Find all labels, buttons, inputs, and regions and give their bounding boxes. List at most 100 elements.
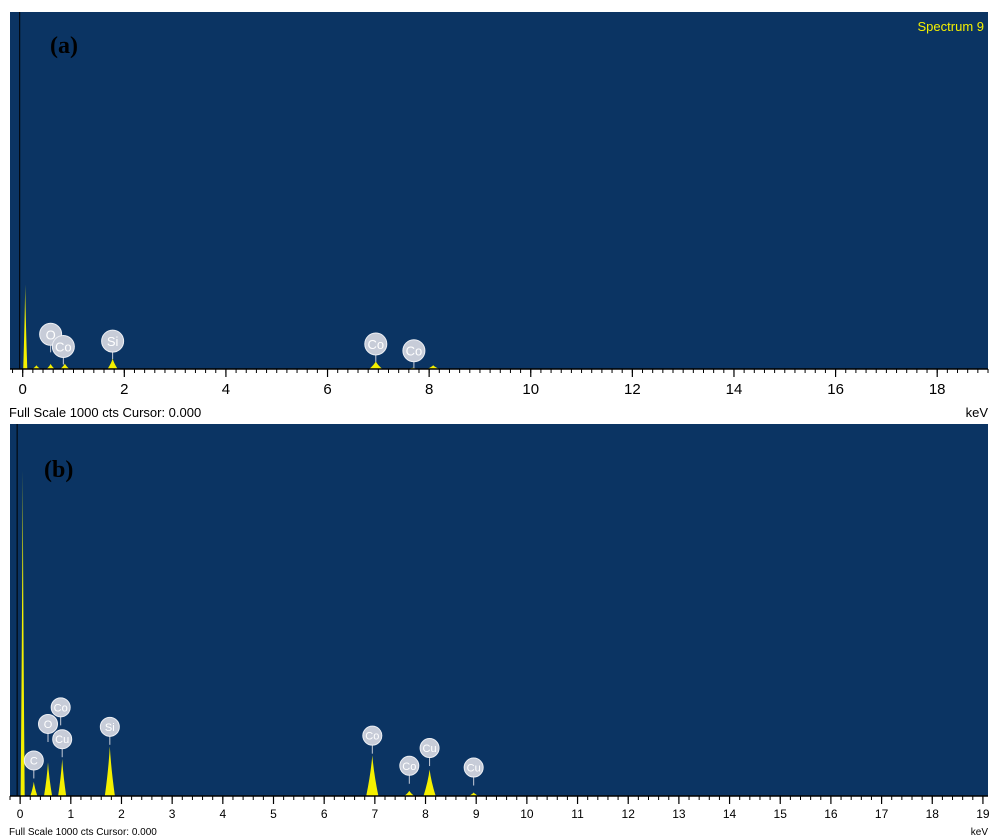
element-label: Co (362, 725, 383, 754)
element-label-badge (419, 738, 440, 759)
element-label-text: Co (402, 761, 416, 773)
element-label: Si (101, 329, 125, 360)
element-label-badge (51, 334, 75, 358)
x-tick-label: 19 (976, 807, 990, 821)
x-tick-label: 15 (774, 807, 788, 821)
element-label-text: Co (406, 344, 423, 359)
element-label-badge (101, 329, 125, 353)
element-label-text: Cu (467, 763, 481, 775)
x-tick-label: 11 (571, 807, 584, 821)
element-label: Co (51, 334, 75, 365)
x-tick-label: 8 (422, 807, 429, 821)
spectrum-peak (427, 365, 440, 369)
element-label-text: Si (105, 722, 115, 734)
x-tick-label: 10 (520, 807, 534, 821)
element-label-badge (52, 729, 73, 750)
element-label-badge (362, 725, 383, 746)
spectrum-peak (46, 363, 55, 369)
spectrum-peak (107, 358, 118, 369)
element-label-badge (399, 755, 420, 776)
plot-area-b (10, 424, 988, 796)
unit-label-b: keV (971, 827, 989, 838)
x-tick-label: 12 (622, 807, 636, 821)
spectrum-name-label: Spectrum 9 (918, 19, 984, 34)
x-tick-label: 0 (19, 381, 27, 398)
spectrum-peak (30, 781, 38, 796)
element-label: Co (402, 339, 426, 369)
x-tick-label: 18 (929, 381, 946, 398)
element-label-badge (50, 697, 71, 718)
element-label: Cu (463, 757, 484, 786)
x-tick-label: 4 (219, 807, 226, 821)
element-label: Co (399, 755, 420, 784)
spectrum-peak (32, 365, 41, 369)
element-label-badge (38, 713, 59, 734)
x-tick-label: 5 (270, 807, 277, 821)
element-label-badge (99, 716, 120, 737)
spectrum-peak (404, 790, 415, 796)
spectrum-peak (423, 769, 436, 796)
element-label-text: Cu (55, 734, 69, 746)
x-axis-a: 0 2 4 6 8 10 12 14 16 18 (10, 368, 989, 398)
x-tick-label: 13 (672, 807, 686, 821)
element-label: Cu (419, 738, 440, 767)
x-tick-label: 17 (875, 807, 889, 821)
x-tick-label: 8 (425, 381, 433, 398)
spectrum-peak (366, 755, 379, 796)
element-label-text: O (44, 719, 53, 731)
x-tick-label: 16 (824, 807, 838, 821)
x-tick-label: 14 (723, 807, 737, 821)
peak-group-b (16, 424, 479, 796)
element-label-badge (23, 750, 44, 771)
x-tick-label: 14 (726, 381, 743, 398)
element-label: Co (364, 332, 388, 362)
unit-label-a: keV (966, 405, 989, 420)
x-tick-label: 3 (169, 807, 176, 821)
x-tick-label: 4 (222, 381, 230, 398)
x-tick-label: 2 (118, 807, 125, 821)
x-tick-label: 1 (67, 807, 74, 821)
element-label: O (38, 713, 59, 742)
element-label-group-a: OCo Si Co Co (39, 322, 426, 369)
x-tick-label: 18 (926, 807, 940, 821)
plot-area-a (10, 12, 988, 369)
footer-text-a: Full Scale 1000 cts Cursor: 0.000 (9, 405, 201, 420)
element-label-text: C (30, 755, 38, 767)
x-tick-label: 9 (473, 807, 480, 821)
element-label: Co (50, 697, 71, 726)
x-tick-label: 6 (323, 381, 331, 398)
spectrum-peak (58, 758, 67, 796)
x-tick-label: 6 (321, 807, 328, 821)
element-label-text: Co (365, 731, 379, 743)
x-axis-b: 0 1 2 3 4 5 6 7 8 9 10 11 12 13 14 15 16 17 18 19 (9, 795, 990, 821)
element-label-text: Cu (423, 743, 437, 755)
peak-group-a (19, 12, 440, 369)
element-label: Si (99, 716, 120, 745)
element-label: C (23, 750, 44, 779)
spectrum-peak (23, 284, 28, 369)
x-tick-label: 12 (624, 381, 641, 398)
element-label-badge (402, 339, 426, 363)
spectrum-peak (369, 361, 383, 369)
spectrum-peak (44, 762, 53, 796)
element-label-text: Si (107, 334, 119, 349)
element-label-text: Co (55, 339, 72, 354)
spectrum-peak (104, 746, 115, 796)
spectrum-peak (60, 363, 70, 369)
footer-text-b: Full Scale 1000 cts Cursor: 0.000 (9, 827, 157, 838)
x-tick-label: 0 (17, 807, 24, 821)
element-label-badge (364, 332, 388, 356)
x-tick-label: 10 (522, 381, 539, 398)
panel-label-a: (a) (50, 33, 78, 59)
spectrum-panel-a: OCo Si Co Co (a) Spectrum 9 0 2 4 6 8 10 12 14 16 18… (9, 12, 989, 420)
spectrum-peak (468, 792, 479, 796)
panel-label-b: (b) (44, 457, 73, 483)
x-tick-label: 2 (120, 381, 128, 398)
x-tick-label: 7 (372, 807, 379, 821)
element-label-text: Co (54, 702, 68, 714)
element-label-text: Co (367, 337, 384, 352)
